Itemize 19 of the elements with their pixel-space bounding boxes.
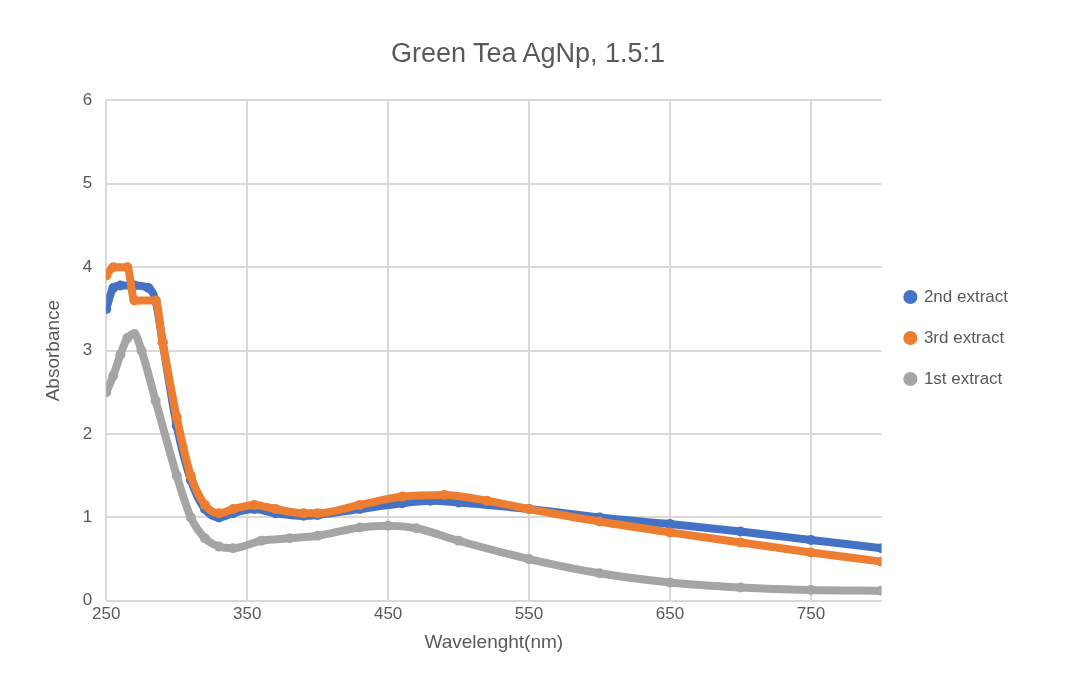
x-tick-label: 450: [373, 603, 403, 623]
y-tick-label: 6: [82, 90, 93, 110]
y-tick-label: 3: [82, 340, 93, 360]
x-axis-title: Wavelenght(nm): [424, 630, 564, 652]
y-tick-label: 4: [82, 256, 93, 276]
legend-label: 1st extract: [923, 368, 1003, 388]
y-tick-label: 1: [82, 507, 93, 527]
x-tick-label: 250: [92, 603, 121, 623]
legend-label: 3rd extract: [923, 327, 1005, 347]
x-tick-label: 550: [514, 603, 544, 623]
y-axis-title: Absorbance: [41, 299, 63, 402]
x-tick-label: 650: [655, 603, 685, 623]
legend-label: 2nd extract: [923, 286, 1009, 306]
y-tick-label: 5: [82, 173, 93, 193]
x-tick-label: 750: [796, 603, 826, 623]
x-tick-label: 350: [233, 603, 262, 623]
y-tick-label: 2: [82, 423, 93, 443]
chart-title: Green Tea AgNp, 1.5:1: [390, 37, 666, 68]
y-tick-label: 0: [82, 590, 93, 610]
